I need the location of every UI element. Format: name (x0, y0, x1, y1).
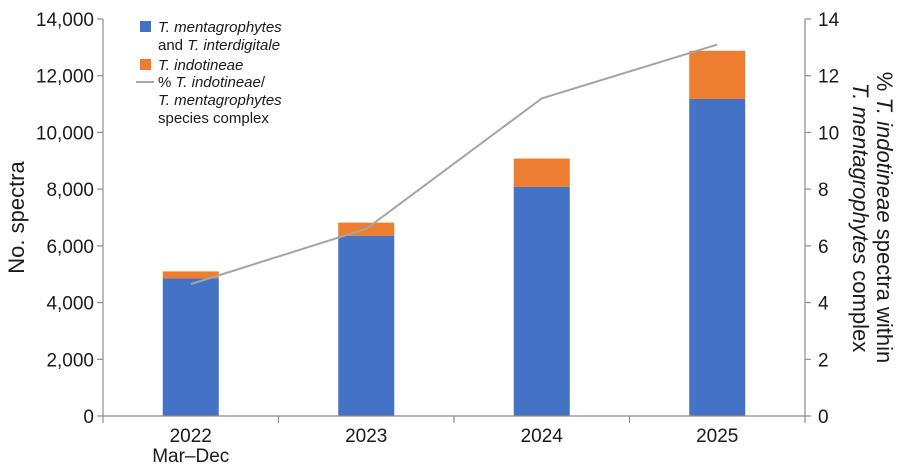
right-tick-label: 6 (818, 237, 829, 258)
bar-2023-series-1 (338, 235, 395, 416)
x-tick-label: 2025 (696, 426, 738, 447)
left-tick-label: 4,000 (46, 294, 94, 315)
bar-2022-series-1 (162, 278, 219, 416)
left-tick-label: 6,000 (46, 237, 94, 258)
legend-label-series-2: T. indotineae (158, 57, 243, 74)
bar-2024-series-2 (513, 158, 570, 187)
legend-swatch-series-1 (140, 21, 151, 32)
bar-2025-series-1 (689, 98, 746, 417)
right-tick-label: 8 (818, 180, 829, 201)
axes-layer: 0 2,000 4,000 6,000 8,000 10,000 12,000 14,000 0… (4, 10, 897, 467)
right-tick-label: 4 (818, 294, 829, 315)
bar-2022-series-2 (162, 271, 219, 279)
legend-label-series-1-line-1: T. mentagrophytes (158, 19, 282, 36)
right-tick-label: 12 (818, 67, 839, 88)
x-tick-label: 2023 (345, 426, 387, 447)
right-axis-title-line-1: % T. indotineae spectra within (872, 72, 897, 364)
legend-swatch-series-2 (140, 59, 151, 70)
left-tick-label: 8,000 (46, 180, 94, 201)
legend-label-series-1-line-2: and T. interdigitale (158, 37, 280, 54)
left-tick-label: 0 (83, 407, 94, 428)
left-tick-label: 14,000 (36, 10, 94, 31)
left-tick-label: 10,000 (36, 123, 94, 144)
legend-label-line-1: % T. indotineae/ (158, 74, 266, 91)
right-tick-label: 2 (818, 350, 829, 371)
percent-line (190, 43, 718, 286)
x-tick-label: 2024 (521, 426, 564, 447)
right-tick-label: 0 (818, 407, 829, 428)
legend-label-line-2: T. mentagrophytes (158, 92, 282, 109)
right-tick-label: 10 (818, 123, 839, 144)
bars-layer (162, 50, 746, 417)
bar-2024-series-1 (513, 186, 570, 416)
line-layer (190, 43, 718, 286)
legend-label-line-3: species complex (158, 110, 269, 127)
x-tick-label: 2022 (170, 426, 212, 447)
right-tick-label: 14 (818, 10, 840, 31)
bar-2025-series-2 (689, 50, 746, 99)
left-tick-label: 2,000 (46, 350, 94, 371)
left-axis-title: No. spectra (4, 160, 29, 273)
x-tick-sublabel: Mar–Dec (152, 446, 229, 467)
right-axis-title-line-2: T. mentagrophytes complex (848, 83, 873, 352)
left-tick-label: 12,000 (36, 67, 94, 88)
